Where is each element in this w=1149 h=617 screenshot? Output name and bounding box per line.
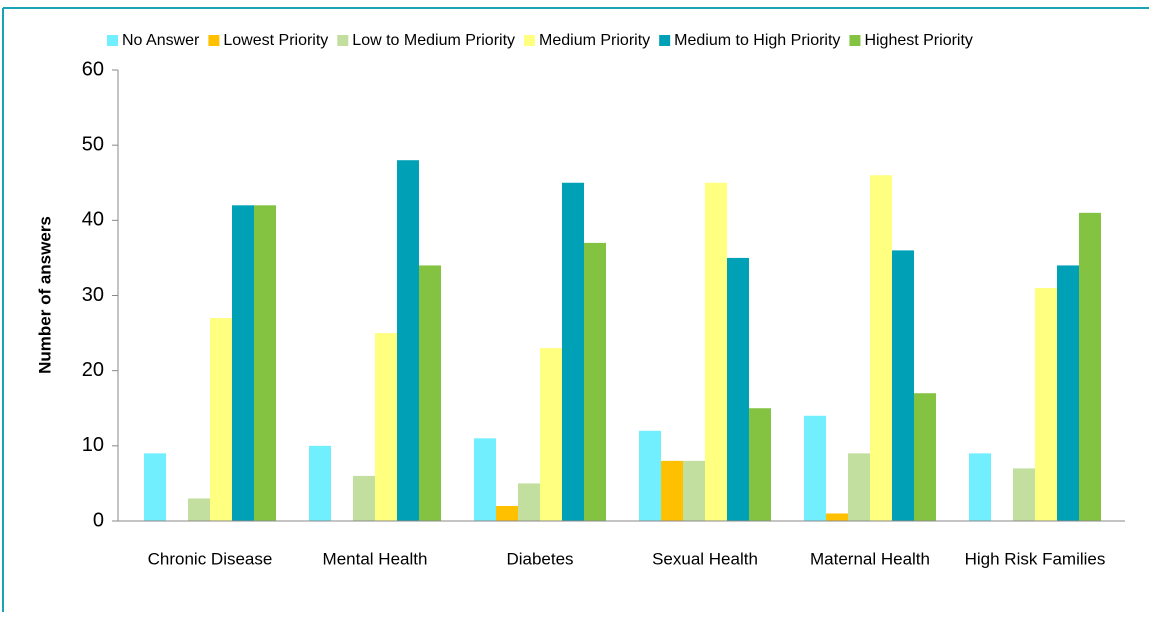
bar (705, 182, 727, 521)
bar (562, 182, 584, 521)
bar (144, 453, 166, 521)
bar (496, 505, 518, 521)
legend-swatch (524, 35, 536, 46)
legend-label: Highest Priority (864, 32, 972, 49)
legend-label: Medium to High Priority (674, 32, 840, 49)
bar (518, 483, 540, 521)
x-tick-label: Chronic Disease (148, 549, 273, 568)
bar (683, 460, 705, 521)
y-tick-label: 10 (82, 434, 104, 456)
legend-label: Medium Priority (539, 32, 650, 49)
bar (1079, 212, 1101, 522)
bar (1035, 287, 1057, 521)
x-tick-label: Maternal Health (810, 549, 930, 568)
bar (188, 498, 210, 521)
legend-label: No Answer (122, 32, 200, 49)
legend-swatch (337, 35, 349, 46)
bar (804, 415, 826, 521)
bar (232, 205, 254, 522)
bar (914, 393, 936, 521)
legend-swatch (107, 35, 118, 46)
bar (419, 265, 441, 521)
bar (254, 205, 276, 522)
legend-label: Low to Medium Priority (352, 32, 515, 49)
bar (210, 318, 232, 521)
y-tick-label: 0 (93, 509, 104, 531)
bar (848, 453, 870, 521)
bar (309, 445, 331, 521)
bar (540, 348, 562, 521)
bar (870, 175, 892, 521)
y-tick-label: 20 (82, 359, 104, 381)
bar (826, 513, 848, 521)
y-axis-label: Number of answers (35, 216, 54, 374)
y-tick-label: 30 (82, 284, 104, 306)
bar (892, 250, 914, 521)
x-tick-label: Sexual Health (652, 549, 758, 568)
y-tick-label: 40 (82, 209, 104, 231)
y-tick-label: 60 (82, 58, 104, 80)
bar (353, 475, 375, 521)
bar (969, 453, 991, 521)
bar (474, 438, 496, 521)
bar (749, 408, 771, 521)
x-tick-label: Diabetes (506, 549, 573, 568)
y-tick-label: 50 (82, 133, 104, 155)
bar (584, 242, 606, 521)
legend-swatch (208, 35, 220, 46)
x-tick-label: Mental Health (323, 549, 428, 568)
legend-swatch (659, 35, 671, 46)
bar (397, 160, 419, 521)
legend-label: Lowest Priority (223, 32, 328, 49)
legend-swatch (849, 35, 861, 46)
bar (727, 257, 749, 521)
bar (661, 460, 683, 521)
bar (375, 333, 397, 521)
bar (1057, 265, 1079, 521)
bar (639, 430, 661, 521)
bar (1013, 468, 1035, 521)
x-tick-label: High Risk Families (965, 549, 1106, 568)
